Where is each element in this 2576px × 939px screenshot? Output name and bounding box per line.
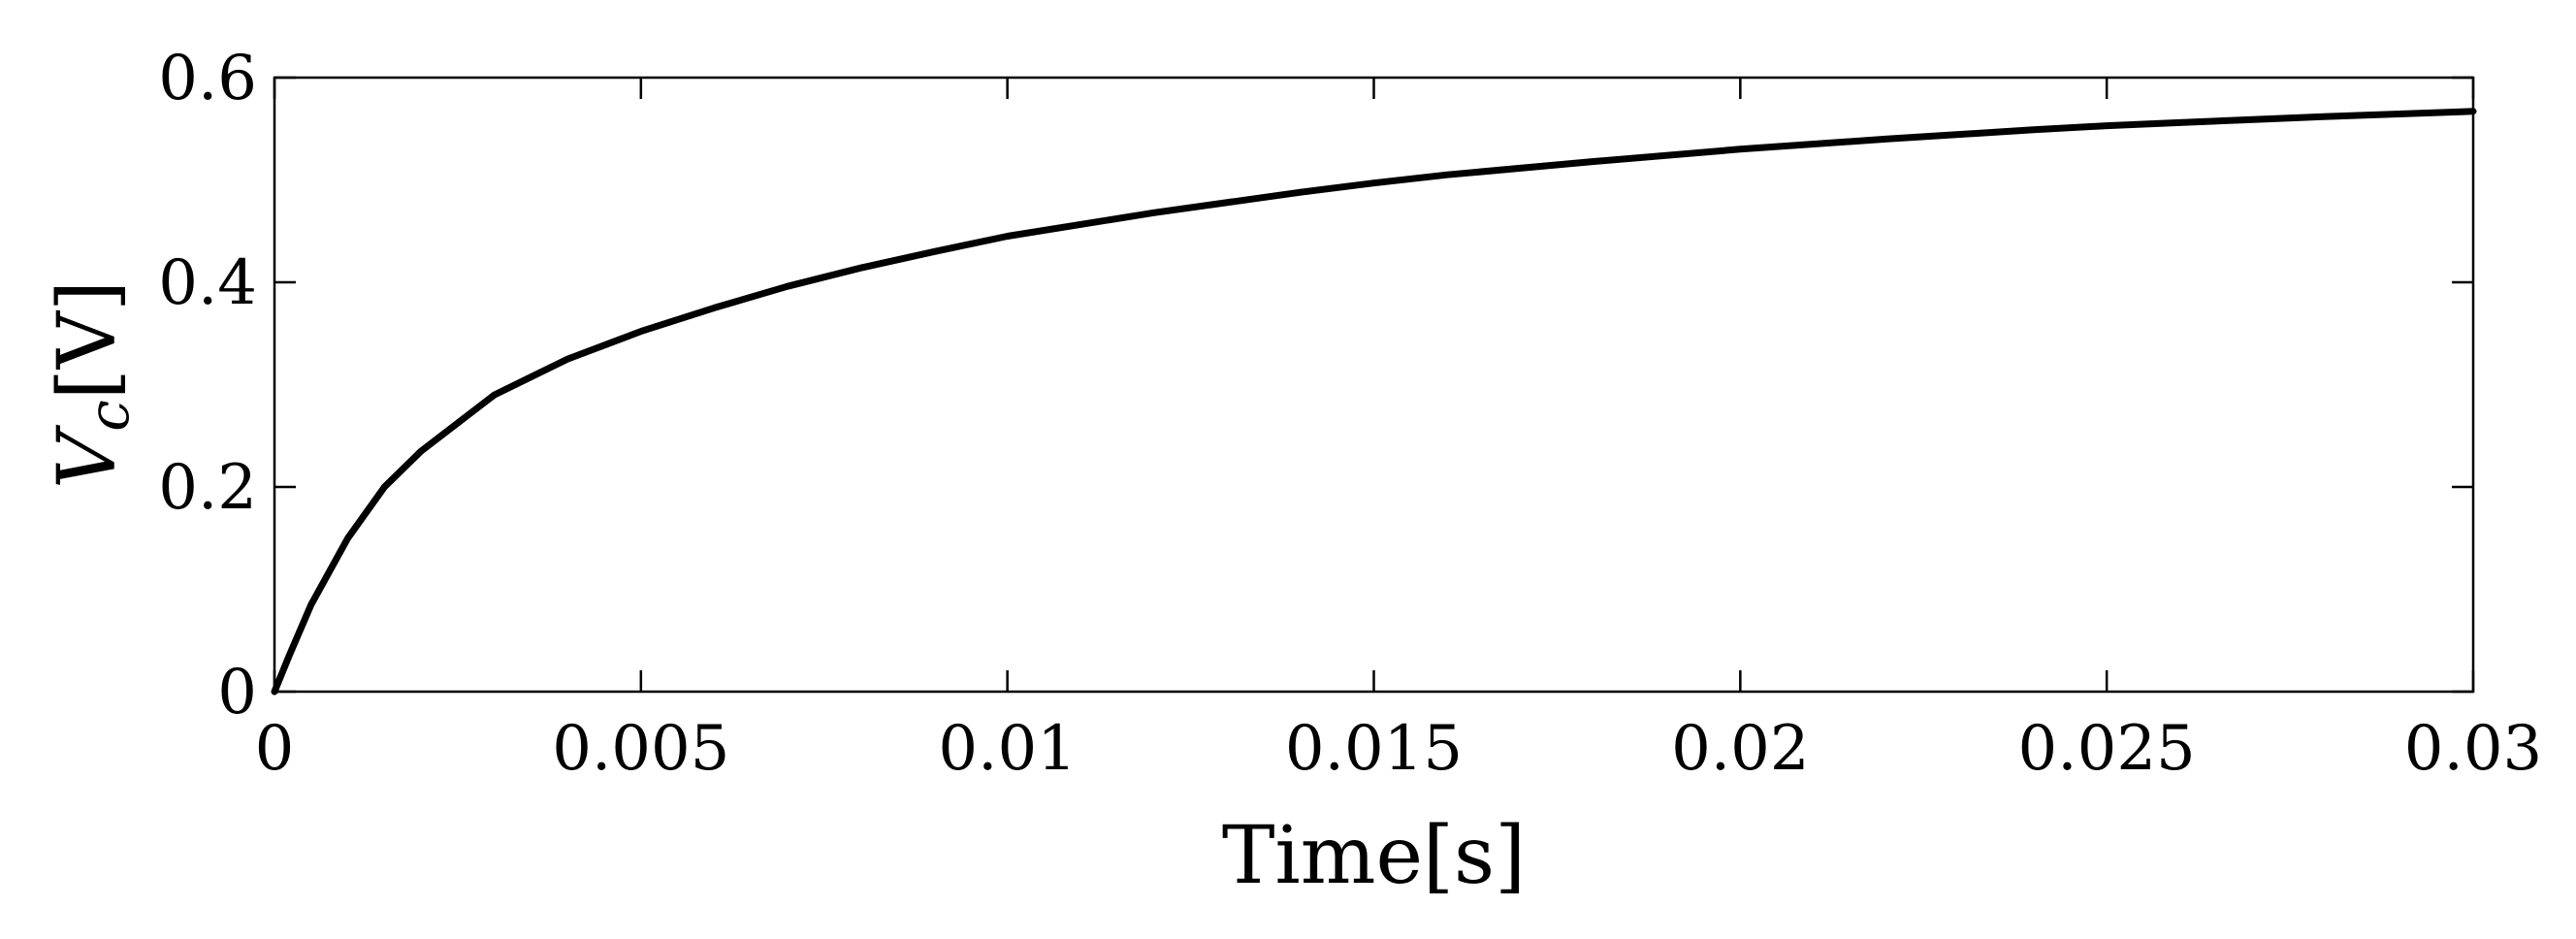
y-axis-label-subscript: c	[76, 400, 142, 431]
y-axis-label-main: V	[42, 424, 134, 489]
x-tick-labels: 0 0.005 0.01 0.015 0.02 0.025 0.03	[255, 713, 2543, 785]
y-axis-label: Vc[V]	[42, 280, 142, 489]
tick-marks	[273, 76, 2475, 694]
x-tick-label: 0.01	[938, 713, 1077, 785]
x-tick-label: 0.015	[1285, 713, 1463, 785]
voltage-series-line	[271, 108, 2477, 696]
x-tick-label: 0.005	[552, 713, 729, 785]
x-tick-label: 0.02	[1671, 713, 1810, 785]
x-tick-label: 0.025	[2018, 713, 2196, 785]
plot-area-frame	[273, 76, 2475, 694]
x-tick-label: 0.03	[2404, 713, 2543, 785]
y-tick-labels: 0 0.2 0.4 0.6	[158, 43, 257, 729]
y-tick-label: 0.6	[158, 43, 257, 114]
y-axis-label-unit: [V]	[42, 280, 134, 400]
y-tick-label: 0.2	[158, 452, 257, 524]
x-axis-label: Time[s]	[1222, 810, 1526, 902]
y-tick-label: 0	[217, 657, 257, 729]
x-tick-label: 0	[255, 713, 295, 785]
y-tick-label: 0.4	[158, 247, 257, 319]
